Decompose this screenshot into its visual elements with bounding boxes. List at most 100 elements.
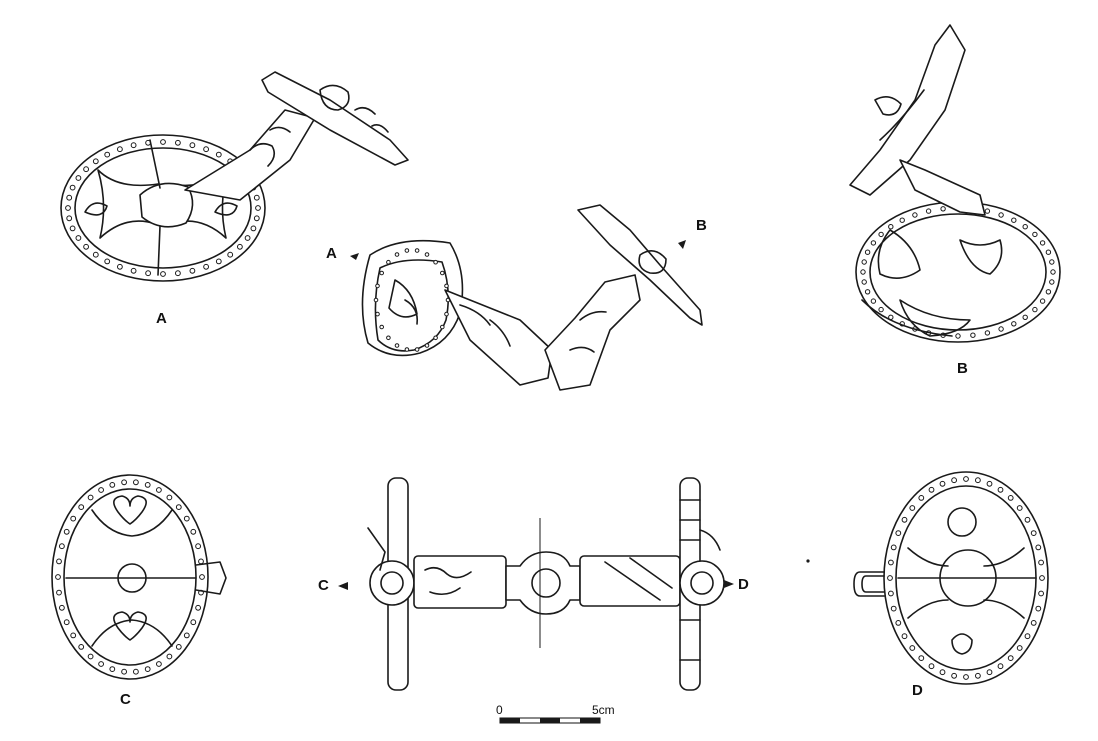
rivet-dot (109, 482, 116, 488)
rivet-dot (909, 505, 916, 511)
pointer-d-arrow (724, 580, 734, 588)
rivet-dot (373, 297, 379, 303)
rivet-dot (56, 589, 62, 596)
rivet-dot (144, 666, 151, 672)
rivet-dot (394, 343, 400, 348)
pointer-c-label: C (318, 577, 329, 594)
rivet-dot (59, 543, 65, 550)
rivet-dot (133, 668, 139, 675)
rivet-dot (1016, 505, 1023, 511)
rivet-dot (440, 270, 445, 276)
scale-start-label: 0 (496, 703, 503, 717)
rivet-dot (861, 279, 867, 285)
rivet-dot (901, 633, 908, 640)
rivet-dot (1039, 298, 1046, 304)
rivet-dot (253, 215, 260, 222)
rivet-dot (890, 544, 897, 551)
rivet-dot (190, 619, 197, 626)
rivet-dot (175, 504, 182, 511)
rivet-dot (156, 487, 162, 493)
rivet-dot (986, 669, 993, 676)
rivet-dot (75, 175, 82, 181)
rivet-dot (414, 248, 420, 253)
rivet-dot (375, 283, 380, 289)
rivet-dot (1049, 259, 1055, 265)
rivet-dot (901, 516, 908, 523)
rivet-dot (70, 632, 77, 639)
rivet-dot (130, 142, 137, 149)
view-a-drawing (60, 71, 409, 282)
rivet-dot (130, 267, 137, 274)
rivet-dot (183, 632, 190, 639)
rivet-dot (59, 604, 65, 611)
rivet-dot (70, 515, 77, 522)
pointer-d-label: D (738, 576, 749, 593)
rivet-dot (386, 259, 391, 265)
rivet-dot (1050, 269, 1056, 275)
rivet-dot (175, 270, 181, 277)
rivet-dot (255, 205, 261, 211)
rivet-dot (870, 240, 877, 246)
label-c: C (120, 691, 131, 708)
rivet-dot (198, 558, 204, 565)
rivet-dot (83, 243, 89, 250)
rivet-dot (253, 194, 260, 201)
rivet-dot (1007, 655, 1014, 661)
rivet-dot (955, 333, 961, 339)
rivet-dot (878, 231, 884, 238)
rivet-dot (984, 208, 991, 214)
rivet-dot (394, 252, 400, 257)
rivet-dot (1038, 559, 1044, 566)
scale-bar: 0 5cm (496, 703, 615, 724)
rivet-dot (444, 283, 449, 289)
view-d-drawing (853, 471, 1049, 685)
rivet-dot (1011, 321, 1017, 327)
rivet-dot (998, 326, 1004, 332)
rivet-dot (963, 476, 969, 482)
rivet-dot (121, 479, 127, 486)
rivet-dot (928, 486, 935, 493)
rivet-dot (895, 620, 902, 626)
rivet-dot (195, 543, 202, 550)
rivet-dot (1039, 575, 1045, 581)
rivet-dot (78, 504, 85, 511)
rivet-dot (951, 672, 957, 679)
rivet-dot (912, 212, 918, 218)
rivet-dot (166, 494, 173, 501)
rivet-dot (404, 347, 410, 352)
rivet-dot (87, 494, 94, 501)
rivet-dot (190, 528, 197, 535)
rivet-dot (203, 263, 210, 270)
rivet-dot (998, 212, 1004, 218)
rivet-dot (183, 515, 190, 522)
rivet-dot (861, 259, 867, 265)
rivet-dot (984, 330, 991, 336)
rivet-dot (1007, 495, 1014, 501)
rivet-dot (133, 479, 139, 486)
rivet-dot (940, 206, 946, 212)
rivet-dot (890, 605, 897, 612)
pointer-b-label: B (696, 217, 707, 234)
rivet-dot (237, 243, 243, 250)
rivet-dot (1030, 530, 1037, 536)
rivet-dot (227, 251, 234, 258)
rivet-dot (1024, 516, 1031, 523)
rivet-dot (189, 267, 196, 274)
rivet-dot (87, 653, 94, 660)
view-ab-assembly-drawing (361, 204, 703, 391)
rivet-dot (379, 324, 385, 330)
rivet-dot (1035, 544, 1042, 551)
rivet-dot (98, 487, 104, 493)
label-b: B (957, 360, 968, 377)
rivet-dot (69, 225, 76, 232)
rivet-dot (888, 590, 894, 597)
rivet-dot (1039, 240, 1046, 246)
rivet-dot (199, 574, 205, 580)
rivet-dot (433, 335, 438, 341)
rivet-dot (375, 311, 380, 317)
rivet-dot (424, 252, 430, 257)
stray-mark (806, 559, 810, 563)
view-b-drawing (849, 24, 1061, 343)
rivet-dot (156, 661, 162, 667)
